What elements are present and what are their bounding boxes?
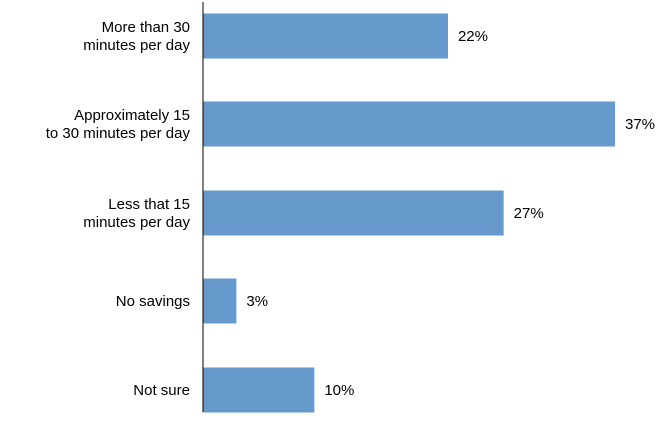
category-label-3-line-0: No savings — [116, 293, 190, 310]
category-label-1-line-0: Approximately 15 — [74, 107, 190, 124]
bar-2 — [203, 190, 504, 236]
value-labels-group: 22% 37% 27% 3% 10% — [246, 28, 655, 399]
bar-4 — [203, 367, 315, 413]
category-label-0-line-0: More than 30 — [102, 19, 190, 36]
value-label-3: 3% — [246, 293, 268, 310]
category-label-1-line-1: to 30 minutes per day — [46, 125, 191, 142]
value-label-4: 10% — [324, 382, 354, 399]
value-label-1: 37% — [625, 116, 655, 133]
category-label-4-line-0: Not sure — [133, 382, 190, 399]
value-label-0: 22% — [458, 28, 488, 45]
bars-group — [203, 13, 615, 413]
bar-3 — [203, 278, 237, 324]
bar-0 — [203, 13, 448, 59]
category-label-2-line-0: Less that 15 — [108, 196, 190, 213]
category-label-0-line-1: minutes per day — [83, 37, 190, 54]
category-label-2-line-1: minutes per day — [83, 214, 190, 231]
bar-1 — [203, 101, 615, 147]
value-label-2: 27% — [514, 205, 544, 222]
